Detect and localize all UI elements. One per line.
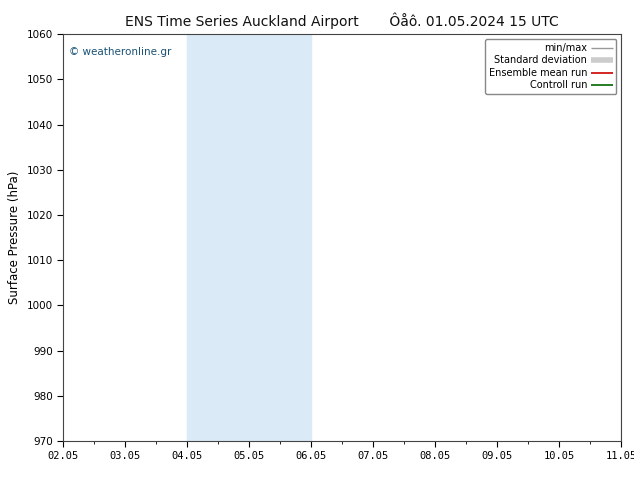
Y-axis label: Surface Pressure (hPa): Surface Pressure (hPa) [8,171,21,304]
Legend: min/max, Standard deviation, Ensemble mean run, Controll run: min/max, Standard deviation, Ensemble me… [485,39,616,94]
Title: ENS Time Series Auckland Airport       Ôåô. 01.05.2024 15 UTC: ENS Time Series Auckland Airport Ôåô. 01… [126,12,559,29]
Text: © weatheronline.gr: © weatheronline.gr [69,47,171,56]
Bar [188,34,311,441]
Bar [621,34,634,441]
